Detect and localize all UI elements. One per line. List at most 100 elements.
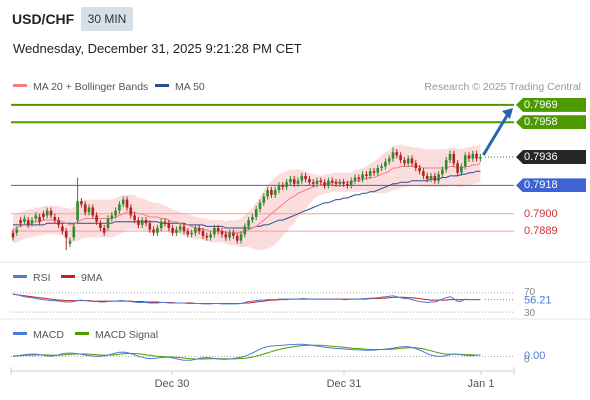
candle xyxy=(178,223,182,233)
candle xyxy=(330,177,334,186)
candle-body xyxy=(53,216,57,221)
candle xyxy=(49,207,53,219)
candle xyxy=(441,166,444,178)
candle xyxy=(205,232,209,241)
candle-body xyxy=(68,240,72,244)
credit-text: Research © 2025 Trading Central xyxy=(424,81,581,93)
macd-tick-0: 0 xyxy=(524,354,530,365)
rsi-line xyxy=(12,293,481,305)
legend-rsi-ma-label: 9MA xyxy=(81,272,103,284)
candle xyxy=(201,228,205,240)
candle xyxy=(296,177,300,187)
candle-body xyxy=(235,235,239,241)
candle xyxy=(38,213,41,225)
candle-body xyxy=(251,216,254,221)
candle xyxy=(361,171,364,183)
candle-body xyxy=(456,163,459,173)
candle xyxy=(152,226,155,236)
candle xyxy=(209,231,212,241)
candle xyxy=(121,196,125,208)
candle xyxy=(30,216,34,227)
candle-body xyxy=(205,235,209,238)
candle xyxy=(311,179,315,187)
candle-body xyxy=(87,207,91,213)
candle xyxy=(422,168,425,180)
candle xyxy=(410,155,414,167)
candle-body xyxy=(437,174,440,181)
candle xyxy=(91,204,95,219)
candle xyxy=(186,228,190,238)
candle xyxy=(372,168,376,176)
candle xyxy=(216,224,220,235)
candle xyxy=(300,172,304,184)
candle xyxy=(99,220,102,232)
candle-body xyxy=(463,155,467,167)
candle xyxy=(452,150,456,167)
candle xyxy=(114,207,117,219)
candle-body xyxy=(194,228,197,233)
candle xyxy=(460,163,463,176)
candle-body xyxy=(64,231,68,238)
candle-body xyxy=(380,166,383,169)
candle-body xyxy=(220,231,224,235)
candle-body xyxy=(323,182,326,186)
candle xyxy=(61,223,64,235)
candle-body xyxy=(213,228,216,235)
moving-average-layer xyxy=(12,162,481,234)
candle-body xyxy=(95,215,98,222)
candle-body xyxy=(429,175,433,180)
candle-body xyxy=(137,220,140,225)
price-label-target: 0.7969 xyxy=(516,97,586,112)
x-axis-tick-label: Dec 30 xyxy=(155,378,190,390)
candle-body xyxy=(292,179,296,184)
candle xyxy=(118,201,121,214)
candle xyxy=(357,174,361,183)
candle-body xyxy=(83,204,87,213)
candle xyxy=(395,149,399,159)
candle xyxy=(456,160,459,176)
candle xyxy=(266,186,269,200)
candle xyxy=(34,212,38,222)
candle xyxy=(125,196,129,211)
timeframe-button[interactable]: 30 MIN xyxy=(81,7,133,31)
candle-body xyxy=(308,179,311,183)
rsi-tick-30: 30 xyxy=(524,308,536,319)
candle xyxy=(391,147,395,162)
candle xyxy=(53,213,57,224)
candle-body xyxy=(422,171,425,176)
candle xyxy=(380,163,383,172)
candle xyxy=(159,218,163,232)
candle-body xyxy=(232,232,235,236)
candle xyxy=(156,224,159,236)
candle xyxy=(319,177,323,186)
candle xyxy=(182,223,186,235)
candle xyxy=(368,168,372,180)
candle xyxy=(15,226,19,236)
candle-body xyxy=(243,226,247,235)
candle xyxy=(475,150,478,162)
candle xyxy=(251,213,254,224)
candle-body xyxy=(186,231,190,235)
candle-body xyxy=(346,183,349,186)
candle-body xyxy=(26,220,30,225)
symbol-title: USD/CHF xyxy=(12,11,75,27)
candle xyxy=(444,156,448,173)
macd-signal-line xyxy=(12,344,481,360)
candle xyxy=(133,212,136,224)
candle xyxy=(471,150,475,162)
candle xyxy=(232,229,235,240)
candles-layer xyxy=(11,147,482,251)
candle-body xyxy=(163,221,167,224)
bollinger-band xyxy=(13,144,481,251)
candle-body xyxy=(30,220,34,224)
candle-body xyxy=(391,152,395,159)
candle-body xyxy=(23,218,26,222)
chart-text-layer: MA 20 + Bollinger Bands MA 50 Research © 2… xyxy=(13,81,581,341)
legend-rsi-label: RSI xyxy=(33,272,51,284)
candle-body xyxy=(467,155,471,159)
candle xyxy=(437,171,440,184)
candle xyxy=(292,175,296,187)
candle xyxy=(110,212,114,222)
candle-body xyxy=(285,182,288,187)
